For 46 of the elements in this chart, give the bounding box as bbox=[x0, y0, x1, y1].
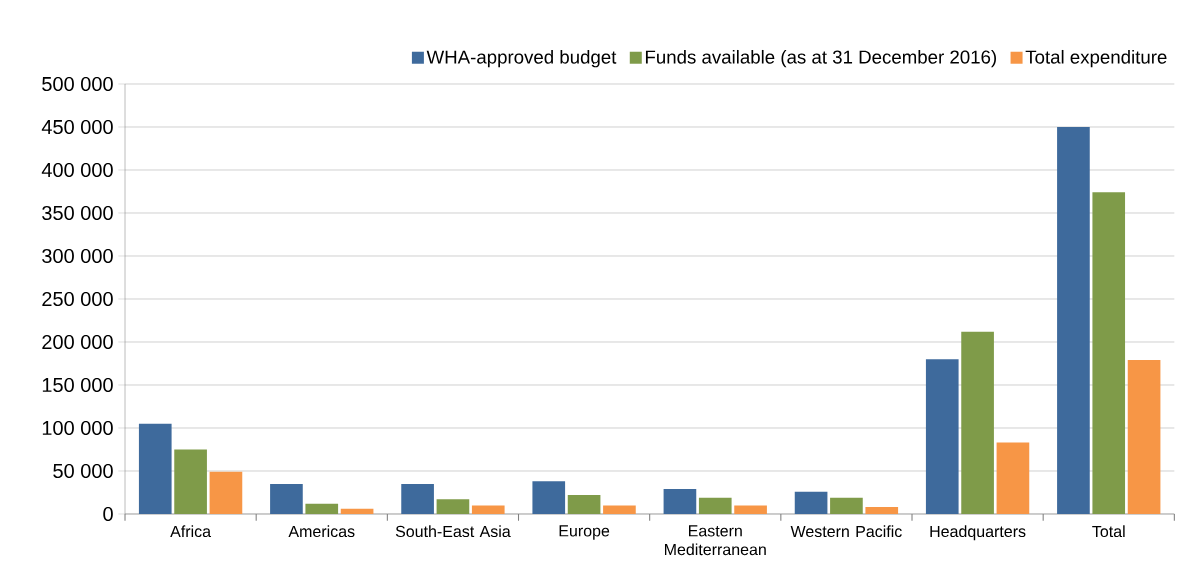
bar bbox=[401, 483, 434, 514]
bar bbox=[532, 481, 566, 514]
bar bbox=[138, 423, 172, 514]
bar bbox=[603, 505, 636, 514]
x-tick-label: Total bbox=[1092, 525, 1125, 538]
bar bbox=[1092, 192, 1126, 514]
bar bbox=[270, 483, 303, 514]
bar bbox=[830, 497, 863, 514]
bar bbox=[1057, 126, 1090, 514]
x-tick-label: Africa bbox=[170, 525, 212, 538]
x-tick-label: Europe bbox=[559, 525, 610, 540]
bar bbox=[961, 331, 994, 514]
bar bbox=[209, 471, 243, 514]
bar bbox=[305, 503, 339, 514]
bar bbox=[925, 359, 959, 514]
y-tick-label: 150 000 bbox=[42, 377, 113, 393]
y-tick-label: 450 000 bbox=[41, 119, 113, 135]
legend-label: WHA-approved budget bbox=[426, 49, 617, 68]
bar bbox=[436, 499, 470, 514]
y-tick-label: 350 000 bbox=[42, 205, 113, 221]
bar bbox=[663, 489, 697, 514]
y-tick-label: 250 000 bbox=[42, 291, 113, 307]
legend-label: Funds available (as at 31 December 2016) bbox=[645, 49, 997, 68]
bar bbox=[734, 505, 767, 514]
x-tick-label: Headquarters bbox=[930, 525, 1026, 541]
bar bbox=[174, 449, 207, 514]
x-tick-label: Americas bbox=[288, 525, 355, 538]
bar bbox=[567, 495, 601, 514]
y-tick-label: 100 000 bbox=[42, 420, 113, 436]
bar bbox=[794, 491, 828, 514]
bar bbox=[865, 507, 899, 514]
legend-label: Total expenditure bbox=[1025, 49, 1167, 68]
y-tick-label: 0 bbox=[103, 506, 113, 522]
y-tick-label: 50 000 bbox=[53, 463, 113, 479]
y-tick-label: 300 000 bbox=[42, 248, 113, 264]
y-tick-label: 400 000 bbox=[41, 162, 113, 178]
bar bbox=[698, 497, 732, 514]
bar bbox=[340, 508, 374, 514]
y-tick-label: 200 000 bbox=[42, 334, 113, 350]
x-tick-label: Western Pacific bbox=[790, 525, 902, 538]
bar bbox=[996, 442, 1030, 514]
x-tick-label: Eastern Mediterranean bbox=[664, 525, 766, 556]
x-tick-label: South-East Asia bbox=[395, 525, 511, 538]
y-tick-label: 500 000 bbox=[42, 76, 113, 92]
bar bbox=[471, 505, 505, 514]
bar bbox=[1127, 360, 1161, 514]
